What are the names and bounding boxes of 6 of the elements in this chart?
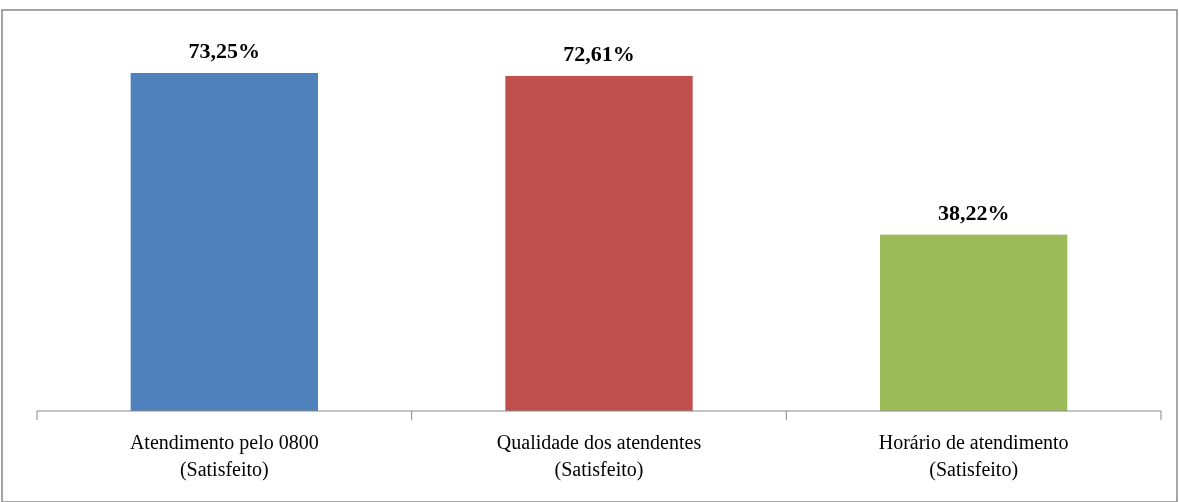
data-label: 73,25% <box>188 38 261 63</box>
x-tick-label: Horário de atendimento (Satisfeito) <box>878 431 1069 481</box>
data-label: 72,61% <box>563 40 635 66</box>
x-tick-label: Qualidade dos atendentes (Satisfeito) <box>496 431 702 481</box>
data-label: 38,22% <box>937 199 1010 225</box>
x-tick-label: Atendimento pelo 0800 (Satisfeito) <box>129 431 319 481</box>
